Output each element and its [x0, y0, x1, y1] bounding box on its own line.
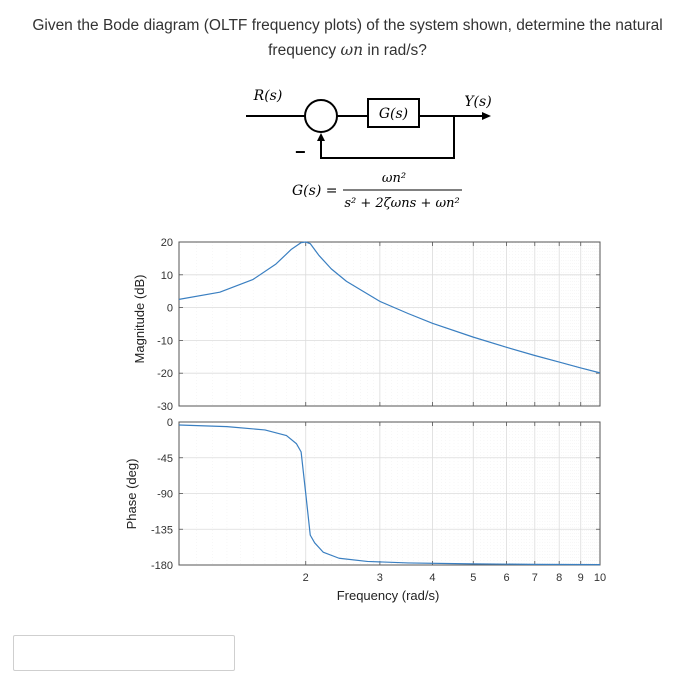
frequency-xlabel: Frequency (rad/s) — [337, 588, 440, 603]
transfer-function-lhs: G(s) = — [292, 183, 337, 199]
transfer-function-denominator: s² + 2ζωns + ωn² — [344, 196, 459, 211]
output-label: Y(s) — [464, 94, 491, 110]
phase-ytick-label: -90 — [157, 489, 173, 501]
phase-ytick-label: -45 — [157, 453, 173, 465]
answer-input[interactable] — [13, 635, 235, 671]
input-label: R(s) — [253, 88, 283, 104]
mag-ytick-label: 0 — [167, 303, 173, 315]
mag-plot-area — [179, 242, 600, 406]
block-diagram: G(s) − R(s) Y(s) G(s) = ωn² s² + 2ζωns +… — [246, 88, 492, 211]
xtick-label: 8 — [556, 572, 562, 584]
feedback-path-line — [320, 116, 455, 159]
mag-ytick-label: 10 — [161, 270, 173, 282]
omega-n-symbol: ωn — [340, 41, 364, 59]
xtick-label: 4 — [429, 572, 435, 584]
xtick-label: 7 — [532, 572, 538, 584]
summing-junction — [304, 99, 338, 133]
xtick-label: 3 — [377, 572, 383, 584]
transfer-function-numerator: ωn² — [382, 171, 406, 186]
bode-plot: 20 10 0 -10 -20 -30 0 -45 -90 -135 -180 2 3 4 5 6 7 8 9 10… — [124, 237, 606, 603]
mag-response-line — [178, 241, 601, 374]
phase-ytick-label: -135 — [151, 524, 173, 536]
plant-block-label: G(s) — [379, 106, 408, 122]
mag-ytick-label: -10 — [157, 335, 173, 347]
question-line-2: frequency ωn in rad/s? — [0, 38, 695, 63]
xtick-label: 5 — [470, 572, 476, 584]
mag-ytick-label: -20 — [157, 368, 173, 380]
feedback-minus-sign: − — [295, 142, 306, 162]
phase-ylabel: Phase (deg) — [124, 459, 139, 530]
mag-ytick-label: -30 — [157, 401, 173, 413]
feedback-arrowhead — [317, 133, 325, 141]
question-line-2-suffix: in rad/s? — [363, 42, 427, 59]
mag-axes-frame — [178, 241, 601, 407]
question-line-2-prefix: frequency — [268, 42, 341, 59]
phase-ytick-label: -180 — [151, 560, 173, 572]
output-arrowhead — [482, 112, 491, 120]
phase-ytick-label: 0 — [167, 417, 173, 429]
question-text: Given the Bode diagram (OLTF frequency p… — [0, 14, 695, 63]
question-line-1: Given the Bode diagram (OLTF frequency p… — [32, 17, 663, 34]
xtick-label: 2 — [303, 572, 309, 584]
magnitude-panel: 20 10 0 -10 -20 -30 — [157, 237, 601, 413]
phase-response-line — [178, 424, 601, 566]
magnitude-ylabel: Magnitude (dB) — [132, 275, 147, 364]
xtick-label: 6 — [504, 572, 510, 584]
mag-ytick-label: 20 — [161, 237, 173, 249]
xtick-label: 9 — [578, 572, 584, 584]
xtick-label: 10 — [594, 572, 606, 584]
phase-panel: 0 -45 -90 -135 -180 2 3 4 5 6 7 8 9 10 — [151, 417, 606, 584]
plant-block — [367, 98, 420, 128]
